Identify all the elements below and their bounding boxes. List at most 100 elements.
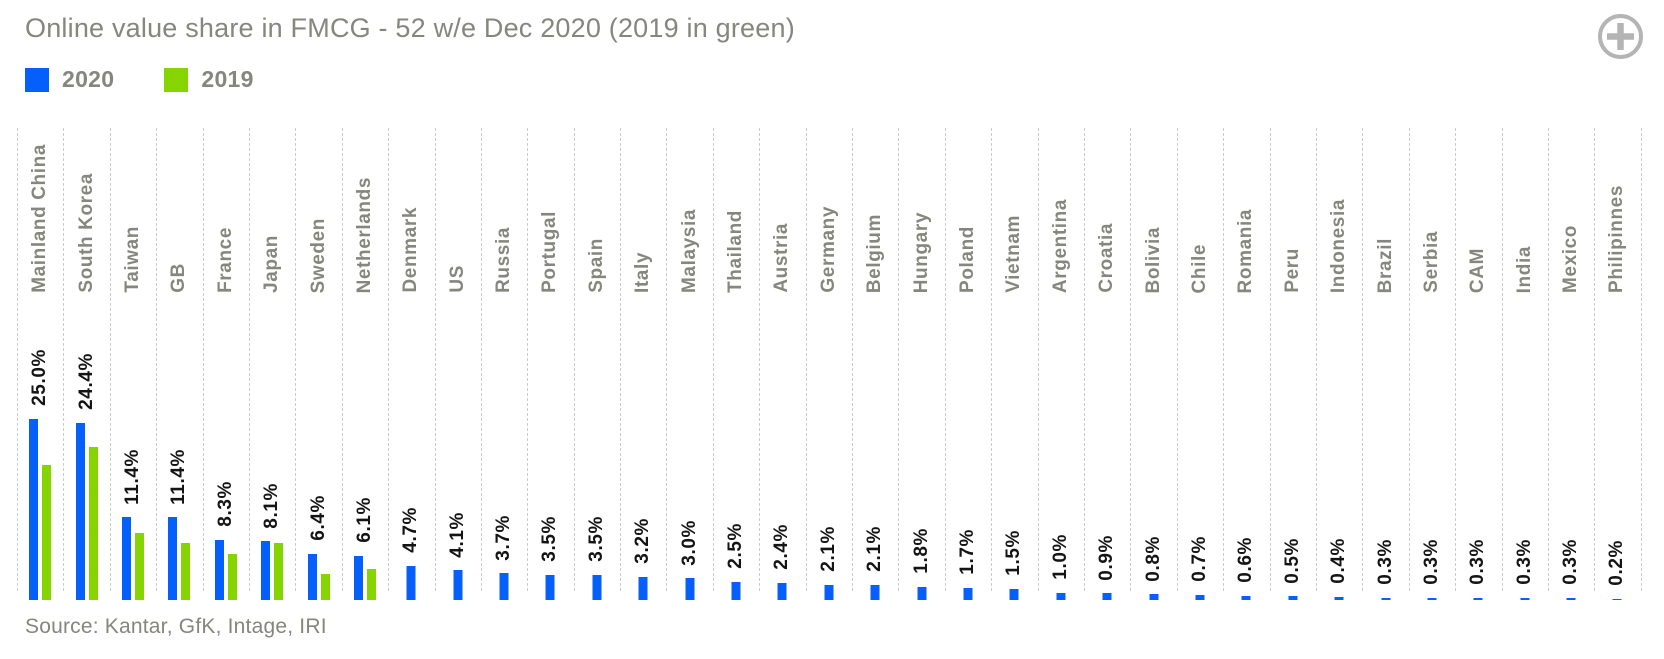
- bar-group: [1566, 597, 1576, 600]
- chart-column: Vietnam 1.5%: [991, 128, 1037, 600]
- value-label: 2.5%: [725, 523, 747, 569]
- bar-2020: [917, 586, 927, 600]
- chart-column: Russia 3.7%: [480, 128, 527, 600]
- plus-circle-icon: [1598, 14, 1643, 59]
- country-label: Bolivia: [1142, 226, 1164, 294]
- bar-group: [168, 517, 191, 600]
- country-label: Romania: [1235, 208, 1257, 293]
- chart-legend: 2020 2019: [25, 66, 254, 93]
- country-label: Croatia: [1096, 223, 1118, 293]
- value-label: 3.7%: [493, 514, 515, 561]
- bar-2020: [29, 419, 39, 600]
- bar-group: [1056, 592, 1066, 600]
- bar-group: [870, 584, 880, 600]
- bar-chart: Mainland China 25.0% South Korea 24.4% T…: [17, 128, 1642, 600]
- value-label: 1.8%: [910, 528, 932, 574]
- bar-2020: [499, 573, 509, 600]
- gridline: [1641, 128, 1642, 591]
- chart-column: France 8.3%: [202, 128, 249, 600]
- country-label: Austria: [771, 223, 793, 293]
- chart-column: Philipinnes 0.2%: [1594, 128, 1640, 600]
- country-label: Japan: [261, 235, 283, 293]
- country-label: Belgium: [864, 213, 886, 293]
- source-note: Source: Kantar, GfK, Intage, IRI: [25, 615, 327, 638]
- bar-group: [1473, 597, 1483, 600]
- bar-2020: [1427, 597, 1437, 600]
- value-label: 0.3%: [1513, 539, 1535, 585]
- chart-column: Malaysia 3.0%: [666, 128, 712, 600]
- country-label: Chile: [1188, 243, 1210, 293]
- value-label: 3.0%: [678, 519, 700, 566]
- country-label: Germany: [817, 206, 839, 293]
- bar-group: [214, 539, 237, 600]
- bar-group: [685, 578, 695, 600]
- value-label: 3.2%: [632, 518, 654, 564]
- chart-column: Belgium 2.1%: [852, 128, 898, 600]
- value-label: 0.6%: [1235, 536, 1257, 583]
- bar-group: [824, 584, 834, 600]
- bar-2020: [1566, 597, 1576, 600]
- expand-plus-icon[interactable]: [1597, 13, 1644, 60]
- bar-group: [917, 586, 927, 600]
- legend-swatch-2020-icon: [25, 67, 49, 92]
- bar-group: [1241, 595, 1251, 600]
- legend-swatch-2019-icon: [164, 67, 189, 92]
- value-label: 0.2%: [1606, 539, 1628, 586]
- bar-group: [1520, 597, 1530, 600]
- bar-2019: [366, 568, 376, 600]
- chart-column: South Korea 24.4%: [63, 128, 109, 600]
- bar-2020: [75, 423, 85, 600]
- chart-column: Thailand 2.5%: [712, 128, 759, 600]
- country-label: Mainland China: [29, 144, 51, 293]
- bar-2020: [214, 539, 224, 600]
- country-label: Hungary: [910, 211, 932, 293]
- country-label: France: [214, 227, 236, 293]
- value-label: 6.4%: [307, 494, 329, 541]
- chart-column: Spain 3.5%: [573, 128, 620, 600]
- bar-2020: [824, 584, 834, 600]
- country-label: Russia: [493, 227, 515, 293]
- bar-2020: [1381, 597, 1391, 600]
- chart-column: Romania 0.6%: [1223, 128, 1269, 600]
- chart-column: Poland 1.7%: [944, 128, 991, 600]
- bar-group: [1612, 598, 1622, 600]
- chart-columns: Mainland China 25.0% South Korea 24.4% T…: [17, 128, 1641, 600]
- chart-column: Mexico 0.3%: [1547, 128, 1594, 600]
- chart-column: Netherlands 6.1%: [341, 128, 388, 600]
- country-label: Italy: [632, 251, 654, 293]
- value-label: 0.3%: [1467, 539, 1489, 585]
- value-label: 0.3%: [1374, 539, 1396, 585]
- bar-group: [1381, 597, 1391, 600]
- country-label: Philipinnes: [1606, 185, 1628, 293]
- bar-2020: [592, 574, 602, 600]
- bar-2020: [870, 584, 880, 600]
- country-label: GB: [168, 263, 190, 293]
- bar-group: [963, 587, 973, 600]
- value-label: 1.0%: [1049, 534, 1071, 580]
- chart-column: Brazil 0.3%: [1362, 128, 1408, 600]
- chart-title: Online value share in FMCG - 52 w/e Dec …: [25, 13, 795, 43]
- bar-group: [453, 570, 463, 600]
- bar-group: [1149, 594, 1159, 600]
- chart-column: Germany 2.1%: [805, 128, 852, 600]
- bar-group: [353, 555, 376, 600]
- bar-2020: [731, 581, 741, 600]
- value-label: 2.1%: [864, 526, 886, 572]
- chart-column: Indonesia 0.4%: [1315, 128, 1362, 600]
- bar-2020: [1473, 597, 1483, 600]
- bar-2020: [1009, 589, 1019, 600]
- country-label: Argentina: [1049, 198, 1071, 293]
- chart-column: Chile 0.7%: [1176, 128, 1223, 600]
- bar-2020: [1334, 597, 1344, 600]
- bar-2020: [1195, 594, 1205, 600]
- value-label: 11.4%: [168, 448, 190, 505]
- bar-group: [1102, 593, 1112, 600]
- bar-2020: [638, 576, 648, 600]
- bar-2020: [261, 541, 271, 600]
- chart-column: India 0.3%: [1501, 128, 1548, 600]
- country-label: Portugal: [539, 211, 561, 293]
- country-label: India: [1513, 245, 1535, 293]
- country-label: US: [446, 265, 468, 293]
- value-label: 25.0%: [29, 349, 51, 406]
